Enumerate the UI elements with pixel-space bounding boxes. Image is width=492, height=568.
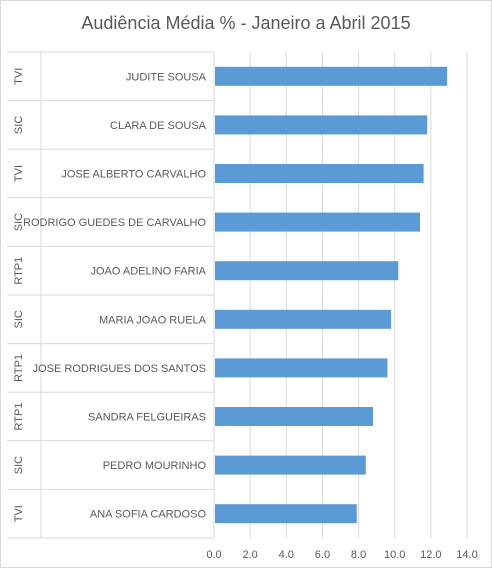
bar-8 [215,455,366,475]
category-label-2: JOSE ALBERTO CARVALHO [61,169,206,181]
bar-6 [215,358,388,378]
category-label-8: PEDRO MOURINHO [103,460,207,472]
channel-label-9: TVI [13,505,25,522]
x-tick-label-3: 6.0 [315,549,330,561]
bar-5 [215,309,392,329]
channel-label-6: RTP1 [13,354,25,382]
x-tick-label-1: 2.0 [242,549,257,561]
channel-label-1: SIC [13,116,25,134]
channel-label-7: RTP1 [13,403,25,431]
category-label-3: RODRIGO GUEDES DE CARVALHO [23,217,206,229]
category-label-7: SANDRA FELGUEIRAS [88,412,206,424]
bar-9 [215,504,357,524]
bar-2 [215,164,424,183]
x-tick-label-6: 12.0 [420,549,441,561]
x-tick-label-4: 8.0 [351,549,366,561]
channel-label-0: TVI [13,68,25,85]
channel-label-8: SIC [13,456,25,474]
category-label-6: JOSE RODRIGUES DOS SANTOS [33,363,206,375]
category-label-1: CLARA DE SOUSA [110,120,207,132]
channel-label-5: SIC [13,310,25,328]
channel-label-3: SIC [13,213,25,231]
bar-4 [215,261,399,281]
x-tick-label-2: 4.0 [279,549,294,561]
channel-label-4: RTP1 [13,257,25,285]
category-label-0: JUDITE SOUSA [126,71,207,83]
x-tick-label-7: 14.0 [456,549,477,561]
bar-0 [215,66,448,86]
channel-label-2: TVI [13,165,25,182]
category-label-9: ANA SOFIA CARDOSO [90,509,207,521]
category-label-5: MARIA JOAO RUELA [99,314,207,326]
chart-title: Audiência Média % - Janeiro a Abril 2015 [81,13,411,33]
bar-7 [215,407,374,426]
bar-1 [215,115,428,135]
bar-3 [215,212,421,232]
category-label-4: JOAO ADELINO FARIA [90,266,206,278]
x-tick-label-0: 0.0 [206,549,221,561]
x-tick-label-5: 10.0 [384,549,405,561]
